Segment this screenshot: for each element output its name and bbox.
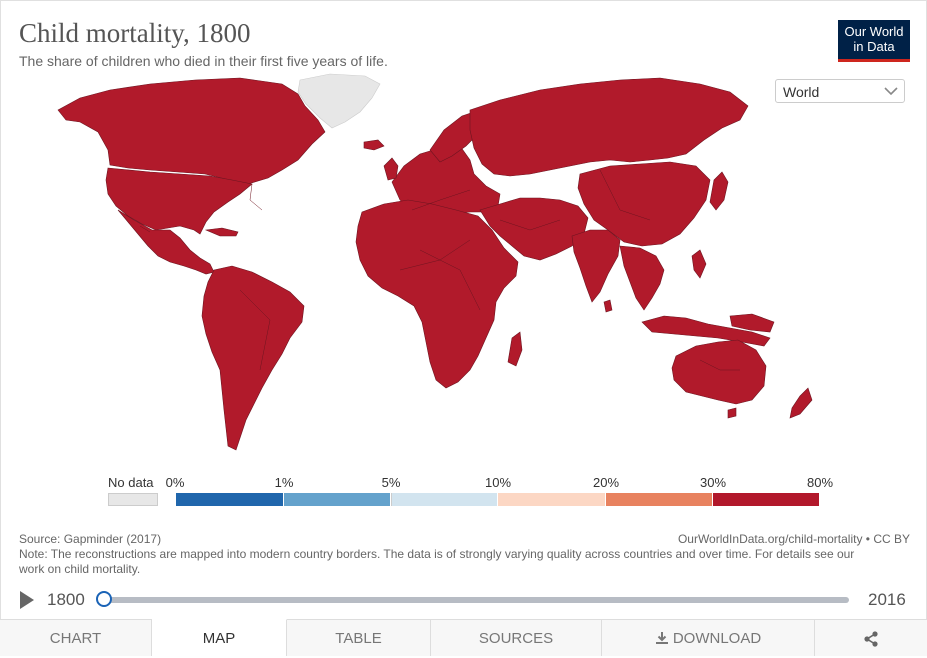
tab-map-label: MAP — [202, 630, 236, 647]
country-madagascar[interactable] — [507, 331, 523, 367]
legend-tick-2: 5% — [381, 475, 401, 490]
country-cuba[interactable] — [204, 227, 239, 237]
logo-line-2: in Data — [853, 39, 895, 54]
tab-sources-label: SOURCES — [478, 630, 554, 647]
country-japan[interactable] — [709, 171, 729, 211]
country-usa[interactable] — [105, 167, 253, 235]
entity-select[interactable]: World — [775, 79, 905, 103]
tab-download[interactable]: DOWNLOAD — [602, 620, 815, 656]
country-sri-lanka[interactable] — [603, 299, 613, 313]
source-url[interactable]: OurWorldInData.org/child-mortality • CC … — [677, 532, 910, 546]
chart-title: Child mortality, 1800 — [19, 18, 251, 48]
tab-chart[interactable]: CHART — [0, 620, 152, 656]
download-icon — [655, 632, 668, 644]
legend-bin-1-5[interactable] — [284, 493, 391, 506]
legend-tick-4: 20% — [592, 475, 620, 490]
world-map[interactable] — [0, 70, 927, 460]
region-south-america[interactable] — [201, 265, 305, 451]
legend-bin-20-30[interactable] — [606, 493, 713, 506]
country-uk[interactable] — [383, 157, 399, 181]
tab-bar: CHART MAP TABLE SOURCES DOWNLOAD — [0, 619, 927, 656]
map-legend: No data 0% 1% 5% 10% 20% 30% 80% — [0, 470, 927, 515]
share-icon — [864, 631, 878, 647]
country-philippines[interactable] — [691, 249, 707, 279]
legend-bin-5-10[interactable] — [391, 493, 498, 506]
country-papua-new-guinea[interactable] — [729, 313, 775, 333]
legend-tick-6: 80% — [806, 475, 834, 490]
legend-bin-10-20[interactable] — [498, 493, 606, 506]
legend-bin-30-80[interactable] — [713, 493, 820, 506]
entity-select-value: World — [783, 84, 820, 100]
country-iceland[interactable] — [363, 139, 385, 151]
legend-nodata-swatch[interactable] — [108, 493, 158, 506]
tab-table[interactable]: TABLE — [287, 620, 431, 656]
owid-logo[interactable]: Our World in Data — [838, 20, 910, 62]
source-text[interactable]: Source: Gapminder (2017) — [19, 532, 162, 546]
country-russia[interactable] — [469, 77, 749, 177]
logo-line-1: Our World — [844, 24, 904, 39]
tab-map[interactable]: MAP — [152, 619, 287, 656]
tab-sources[interactable]: SOURCES — [431, 620, 602, 656]
region-southeast-asia[interactable] — [619, 245, 665, 311]
country-new-zealand[interactable] — [789, 387, 813, 419]
legend-tick-1: 1% — [274, 475, 294, 490]
legend-tick-5: 30% — [699, 475, 727, 490]
legend-tick-0: 0% — [165, 475, 185, 490]
legend-tick-3: 10% — [484, 475, 512, 490]
timeline-handle[interactable] — [96, 591, 112, 607]
country-australia[interactable] — [671, 339, 767, 405]
timeline-start-year: 1800 — [47, 590, 85, 609]
country-india[interactable] — [571, 229, 621, 303]
chart-subtitle: The share of children who died in their … — [19, 53, 388, 69]
country-mexico[interactable] — [117, 209, 215, 275]
country-borders — [139, 169, 740, 371]
footnote: Note: The reconstructions are mapped int… — [19, 547, 855, 576]
region-indonesia[interactable] — [641, 315, 771, 347]
timeline-track[interactable] — [104, 597, 849, 603]
play-icon[interactable] — [20, 591, 34, 609]
country-greenland[interactable] — [297, 73, 381, 129]
legend-bin-0-1[interactable] — [176, 493, 284, 506]
tab-table-label: TABLE — [335, 630, 382, 647]
country-tasmania[interactable] — [727, 407, 737, 419]
country-canada[interactable] — [57, 77, 326, 185]
legend-nodata-label: No data — [108, 475, 154, 490]
timeline-end-year: 2016 — [868, 590, 906, 609]
tab-download-label: DOWNLOAD — [672, 630, 762, 647]
country-china[interactable] — [577, 161, 711, 247]
tab-share[interactable] — [815, 620, 927, 656]
chevron-down-icon — [884, 87, 898, 96]
tab-chart-label: CHART — [49, 630, 102, 647]
region-africa[interactable] — [355, 199, 519, 389]
